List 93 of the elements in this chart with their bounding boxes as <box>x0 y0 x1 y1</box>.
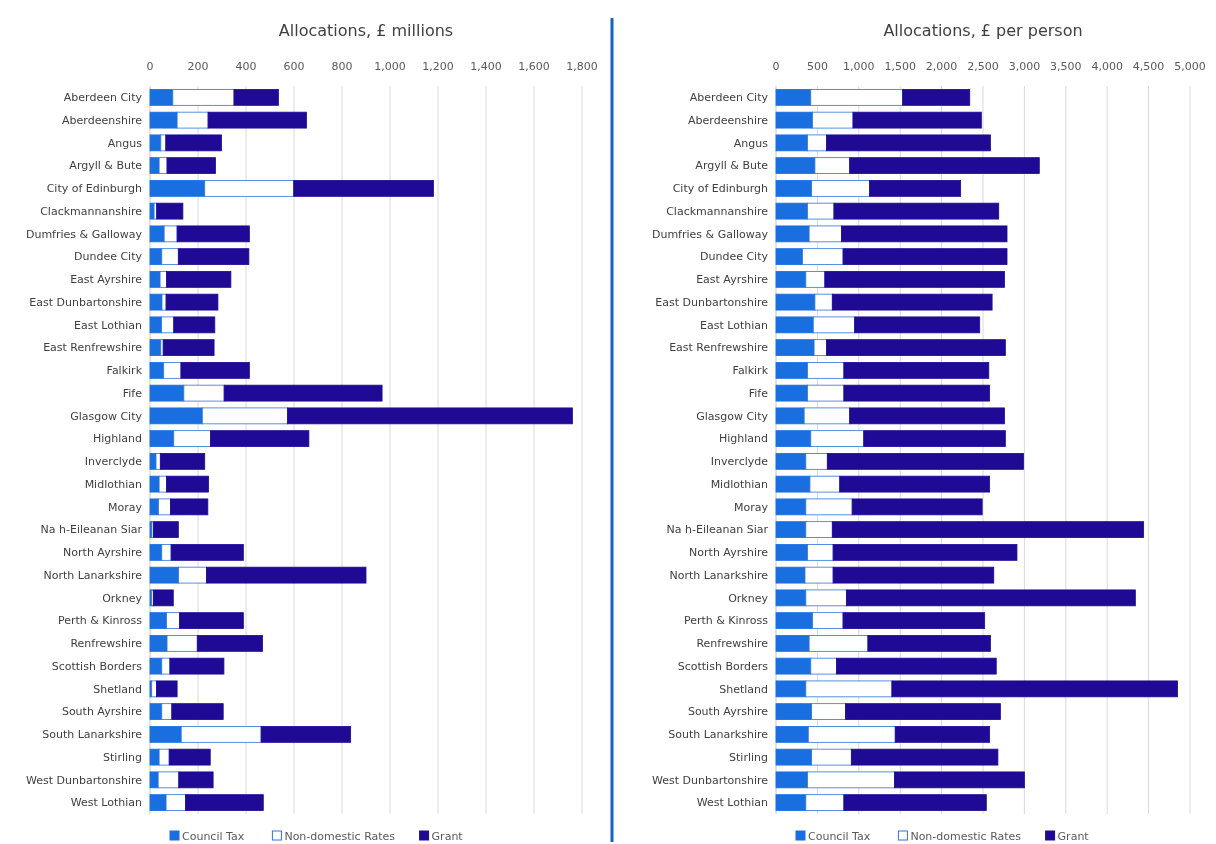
y-tick-label: Inverclyde <box>710 455 769 469</box>
x-tick-label: 800 <box>331 60 353 73</box>
y-tick-label: Angus <box>107 136 143 150</box>
y-tick-label: Scottish Borders <box>51 659 143 673</box>
y-tick-label: City of Edinburgh <box>46 182 143 196</box>
y-tick-label: Midlothian <box>710 477 769 491</box>
y-tick-label: Highland <box>92 432 142 446</box>
y-tick-label: South Ayrshire <box>687 705 769 719</box>
legend-label: Council Tax <box>182 830 245 843</box>
chart-title: Allocations, £ millions <box>278 21 454 40</box>
x-tick-label: 1,000 <box>843 60 875 73</box>
y-tick-label: Aberdeen City <box>63 91 143 105</box>
y-tick-label: East Dunbartonshire <box>29 295 143 309</box>
y-tick-label: Argyll & Bute <box>69 159 143 173</box>
x-tick-label: 4,000 <box>1091 60 1123 73</box>
legend-label: Grant <box>1057 830 1090 843</box>
x-tick-label: 3,000 <box>1008 60 1041 73</box>
x-tick-label: 0 <box>772 60 780 73</box>
y-tick-label: East Renfrewshire <box>669 341 769 355</box>
y-tick-label: West Lothian <box>70 796 143 810</box>
x-tick-label: 500 <box>806 60 828 73</box>
y-tick-label: West Dunbartonshire <box>25 773 143 787</box>
y-tick-label: Stirling <box>729 750 768 764</box>
x-tick-label: 2,000 <box>925 60 958 73</box>
y-tick-label: South Lanarkshire <box>42 728 143 742</box>
y-tick-label: Shetland <box>719 682 768 696</box>
y-tick-label: Moray <box>108 500 143 514</box>
x-tick-label: 200 <box>187 60 209 73</box>
y-tick-label: Argyll & Bute <box>695 159 769 173</box>
y-tick-label: East Renfrewshire <box>43 341 143 355</box>
y-tick-label: North Lanarkshire <box>669 568 769 582</box>
y-tick-label: Dumfries & Galloway <box>651 227 769 241</box>
y-tick-label: Aberdeenshire <box>688 113 769 127</box>
y-tick-label: Renfrewshire <box>696 637 769 651</box>
x-tick-label: 2,500 <box>967 60 999 73</box>
x-tick-label: 1,200 <box>422 60 454 73</box>
y-tick-label: Moray <box>734 500 769 514</box>
y-tick-label: Orkney <box>728 591 769 605</box>
legend-label: Council Tax <box>808 830 871 843</box>
y-tick-label: Perth & Kinross <box>683 614 769 628</box>
x-tick-label: 600 <box>283 60 305 73</box>
y-tick-label: Dundee City <box>74 250 143 264</box>
y-tick-label: North Lanarkshire <box>43 568 143 582</box>
x-tick-label: 3,500 <box>1050 60 1082 73</box>
y-tick-label: Shetland <box>93 682 142 696</box>
y-tick-label: Dumfries & Galloway <box>25 227 143 241</box>
y-tick-label: Fife <box>748 386 769 400</box>
y-tick-label: East Ayrshire <box>70 273 143 287</box>
y-tick-label: Na h-Eileanan Siar <box>666 523 769 537</box>
x-tick-label: 4,500 <box>1132 60 1165 73</box>
y-tick-label: Highland <box>718 432 768 446</box>
y-tick-label: Stirling <box>103 750 142 764</box>
x-tick-label: 5,000 <box>1174 60 1206 73</box>
y-tick-label: Orkney <box>102 591 143 605</box>
y-tick-label: Midlothian <box>84 477 143 491</box>
y-tick-label: Clackmannanshire <box>40 204 143 218</box>
x-tick-label: 1,600 <box>518 60 550 73</box>
y-tick-label: Perth & Kinross <box>57 614 143 628</box>
legend-label: Non-domestic Rates <box>284 830 396 843</box>
x-tick-label: 1,000 <box>374 60 406 73</box>
y-tick-label: Glasgow City <box>70 409 143 423</box>
y-tick-label: South Lanarkshire <box>668 728 769 742</box>
y-tick-label: North Ayrshire <box>689 546 769 560</box>
x-tick-label: 1,800 <box>566 60 598 73</box>
y-tick-label: South Ayrshire <box>61 705 143 719</box>
x-tick-label: 1,400 <box>470 60 502 73</box>
y-tick-label: East Lothian <box>700 318 769 332</box>
y-tick-label: Aberdeen City <box>689 91 769 105</box>
y-tick-label: Falkirk <box>732 364 769 378</box>
legend-label: Grant <box>431 830 464 843</box>
y-tick-label: East Lothian <box>74 318 143 332</box>
y-tick-label: Inverclyde <box>84 455 143 469</box>
y-tick-label: Scottish Borders <box>677 659 769 673</box>
y-tick-label: Na h-Eileanan Siar <box>40 523 143 537</box>
x-tick-label: 400 <box>235 60 257 73</box>
y-tick-label: Angus <box>733 136 769 150</box>
y-tick-label: Aberdeenshire <box>62 113 143 127</box>
y-tick-label: Clackmannanshire <box>666 204 769 218</box>
y-tick-label: North Ayrshire <box>63 546 143 560</box>
y-tick-label: Renfrewshire <box>70 637 143 651</box>
y-tick-label: Glasgow City <box>696 409 769 423</box>
y-tick-label: East Dunbartonshire <box>655 295 769 309</box>
legend-label: Non-domestic Rates <box>910 830 1022 843</box>
y-tick-label: West Lothian <box>696 796 769 810</box>
x-tick-label: 1,500 <box>884 60 916 73</box>
y-tick-label: East Ayrshire <box>696 273 769 287</box>
y-tick-label: West Dunbartonshire <box>651 773 769 787</box>
y-tick-label: City of Edinburgh <box>672 182 769 196</box>
y-tick-label: Dundee City <box>700 250 769 264</box>
chart-title: Allocations, £ per person <box>883 21 1083 40</box>
y-tick-label: Falkirk <box>106 364 143 378</box>
y-tick-label: Fife <box>122 386 143 400</box>
x-tick-label: 0 <box>146 60 154 73</box>
